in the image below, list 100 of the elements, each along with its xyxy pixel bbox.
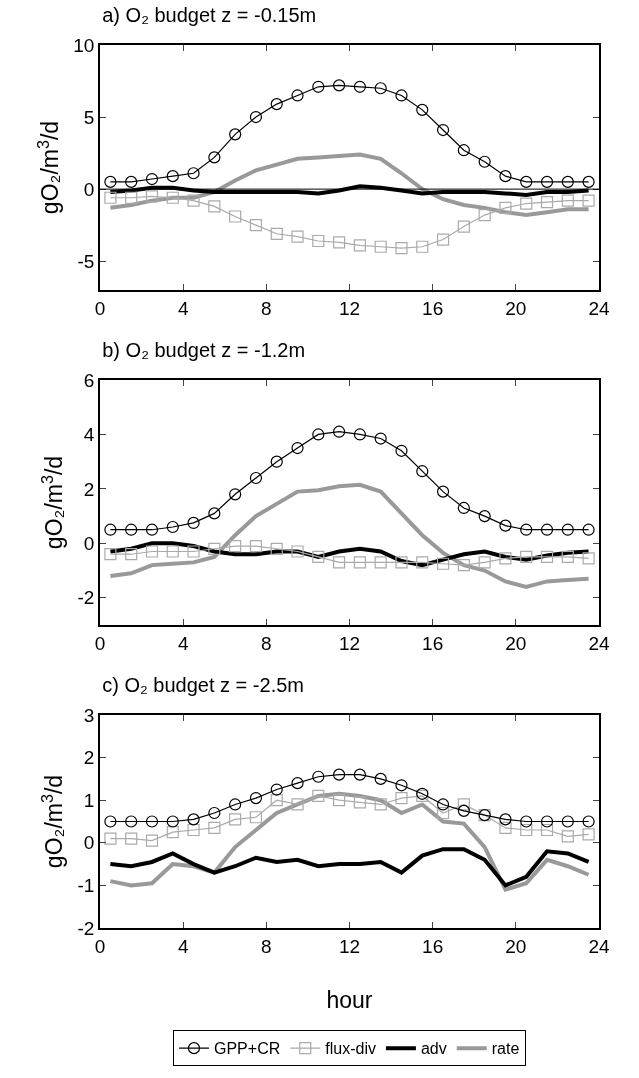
x-tick-label: 16 — [422, 935, 444, 957]
point — [540, 823, 554, 837]
y-tick-label: 2 — [83, 747, 95, 769]
point — [125, 548, 138, 561]
x-tick-label: 4 — [177, 297, 189, 319]
point — [416, 556, 429, 569]
x-tick-label: 12 — [338, 632, 361, 654]
point — [520, 523, 533, 536]
point — [104, 523, 117, 536]
point — [104, 548, 117, 561]
x-tick-label: 12 — [338, 297, 361, 319]
point — [353, 556, 366, 569]
chart-title: c) O₂ budget z = -2.5m — [102, 674, 304, 696]
point — [291, 230, 304, 243]
point — [540, 815, 554, 828]
point — [312, 789, 325, 803]
point — [229, 488, 242, 501]
x-tick-label: 8 — [261, 935, 272, 957]
point — [395, 556, 408, 569]
point — [208, 151, 221, 164]
point — [187, 823, 200, 837]
point — [187, 545, 200, 558]
point — [457, 144, 470, 157]
point — [499, 813, 512, 826]
point — [395, 779, 408, 792]
point — [395, 791, 408, 805]
point — [520, 175, 533, 189]
point — [187, 813, 200, 826]
point — [520, 823, 533, 837]
point — [520, 550, 533, 564]
point — [395, 242, 408, 255]
point — [436, 485, 450, 498]
y-tick-label: 10 — [73, 34, 95, 56]
point — [166, 191, 179, 204]
point — [353, 239, 366, 252]
point — [478, 155, 491, 168]
point — [478, 510, 491, 523]
x-tick-label: 4 — [177, 935, 189, 957]
point — [187, 194, 200, 207]
point — [582, 552, 595, 565]
point — [561, 523, 574, 536]
line-series — [108, 482, 591, 589]
y-tick-label: 2 — [83, 478, 95, 500]
point — [208, 821, 221, 834]
point — [333, 556, 346, 569]
point — [125, 815, 138, 828]
point — [229, 798, 242, 811]
point — [333, 79, 346, 92]
point — [561, 194, 574, 207]
point — [353, 768, 366, 781]
point — [395, 444, 408, 457]
x-tick-label: 24 — [588, 632, 610, 654]
point — [561, 830, 574, 843]
y-tick-label: 3 — [83, 704, 95, 726]
point — [125, 523, 138, 536]
legend-label: GPP+CR — [214, 1040, 281, 1058]
point — [312, 234, 325, 248]
point — [540, 550, 554, 564]
point — [333, 236, 346, 249]
point — [457, 220, 470, 233]
x-tick-label: 16 — [422, 297, 444, 319]
y-tick-label: 5 — [83, 106, 95, 128]
point — [520, 815, 533, 828]
point — [457, 798, 470, 811]
point — [416, 465, 429, 478]
point — [125, 191, 138, 204]
point — [145, 190, 159, 203]
point — [374, 772, 387, 785]
point — [208, 200, 221, 213]
chart-title: a) O₂ budget z = -0.15m — [102, 4, 317, 26]
x-tick-label: 8 — [261, 297, 272, 319]
point — [145, 834, 159, 847]
point — [208, 507, 221, 520]
point — [582, 175, 595, 189]
point — [457, 804, 470, 817]
y-tick-label: -1 — [77, 875, 95, 897]
point — [353, 80, 366, 93]
point — [540, 523, 554, 536]
point — [561, 550, 574, 564]
point — [457, 559, 470, 572]
point — [416, 240, 429, 253]
point — [478, 556, 491, 569]
point — [229, 210, 242, 223]
point — [478, 208, 491, 222]
point — [187, 516, 200, 530]
point — [145, 523, 159, 536]
point — [436, 233, 450, 246]
point — [145, 172, 159, 186]
point — [270, 97, 283, 111]
point — [374, 240, 387, 253]
point — [374, 556, 387, 569]
point — [499, 821, 512, 834]
x-tick-label: 24 — [588, 935, 610, 957]
point — [333, 425, 346, 438]
point — [166, 170, 179, 183]
point — [270, 783, 283, 796]
point — [582, 523, 595, 536]
point — [104, 191, 117, 204]
point — [291, 89, 304, 102]
y-tick-label: -2 — [77, 917, 95, 939]
